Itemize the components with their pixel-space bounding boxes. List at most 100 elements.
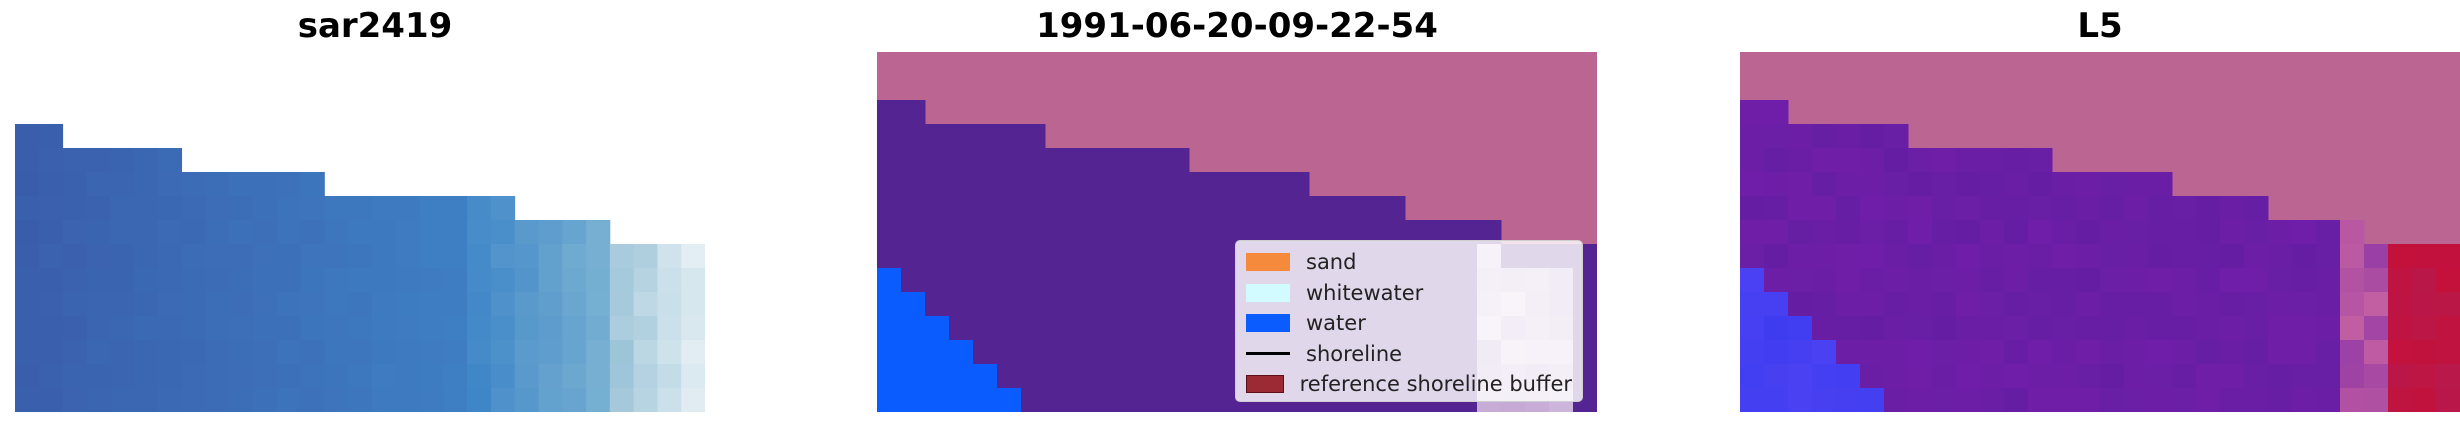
index-pixel <box>2052 244 2077 269</box>
classified-pixel <box>925 316 950 341</box>
index-pixel <box>1884 124 1909 149</box>
index-pixel <box>2004 268 2029 293</box>
rgb-pixel <box>371 196 397 221</box>
index-pixel <box>2004 364 2029 389</box>
index-pixel <box>1980 220 2005 245</box>
index-pixel <box>2124 292 2149 317</box>
rgb-pixel <box>62 364 87 389</box>
classified-pixel <box>877 220 902 245</box>
rgb-pixel <box>657 244 682 269</box>
classified-pixel <box>1021 316 1046 341</box>
classified-pixel <box>925 220 950 245</box>
rgb-pixel <box>419 316 444 341</box>
rgb-pixel <box>562 388 587 412</box>
index-pixel <box>2292 268 2317 293</box>
rgb-pixel <box>586 268 611 293</box>
rgb-pixel <box>300 172 325 197</box>
classified-pixel <box>901 100 926 125</box>
classified-pixel <box>973 292 998 317</box>
sand-swatch <box>1246 253 1290 272</box>
index-pixel <box>1860 244 1885 269</box>
index-pixel <box>1764 124 1789 149</box>
index-pixel <box>2100 340 2125 365</box>
rgb-pixel <box>395 220 420 245</box>
classified-pixel <box>1165 340 1190 365</box>
rgb-pixel <box>609 316 635 341</box>
index-pixel <box>1740 364 1765 389</box>
index-pixel <box>2076 364 2101 389</box>
classified-pixel <box>1093 148 1118 173</box>
rgb-pixel <box>681 244 705 269</box>
index-pixel <box>1908 340 1933 365</box>
index-pixel <box>1956 148 1981 173</box>
classified-pixel <box>1357 196 1382 221</box>
classified-pixel <box>949 124 974 149</box>
rgb-pixel <box>538 220 563 245</box>
index-pixel <box>2220 364 2245 389</box>
index-pixel <box>2244 244 2269 269</box>
rgb-pixel <box>443 388 468 412</box>
index-pixel <box>1908 364 1933 389</box>
rgb-pixel <box>586 316 611 341</box>
classified-pixel <box>1213 388 1238 412</box>
panel-title-rgb: sar2419 <box>297 6 453 46</box>
index-pixel <box>2196 196 2221 221</box>
index-pixel <box>2316 292 2341 317</box>
index-pixel <box>1836 388 1861 412</box>
classified-pixel <box>877 124 902 149</box>
rgb-pixel <box>681 292 705 317</box>
classified-pixel <box>1309 196 1334 221</box>
classified-pixel <box>877 292 902 317</box>
rgb-pixel <box>38 388 64 412</box>
rgb-pixel <box>490 244 516 269</box>
classified-pixel <box>1093 196 1118 221</box>
rgb-pixel <box>276 292 302 317</box>
index-pixel <box>1884 268 1909 293</box>
index-pixel <box>2316 340 2341 365</box>
classified-pixel <box>949 364 974 389</box>
rgb-pixel <box>110 292 135 317</box>
rgb-pixel <box>15 196 40 221</box>
rgb-pixel <box>609 244 635 269</box>
rgb-pixel <box>133 220 159 245</box>
index-pixel <box>2340 268 2365 293</box>
rgb-pixel <box>490 388 516 412</box>
legend-label-reference-buffer: reference shoreline buffer <box>1299 372 1572 397</box>
index-pixel <box>1836 172 1861 197</box>
rgb-pixel <box>205 268 230 293</box>
classified-pixel <box>949 244 974 269</box>
index-pixel <box>1788 268 1813 293</box>
index-pixel <box>2004 292 2029 317</box>
index-pixel <box>1788 196 1813 221</box>
index-pixel <box>1836 364 1861 389</box>
rgb-pixel <box>324 268 349 293</box>
whitewater-swatch <box>1246 283 1290 302</box>
classified-pixel <box>973 388 998 412</box>
classified-pixel <box>1045 316 1070 341</box>
index-pixel <box>1836 148 1861 173</box>
rgb-pixel <box>252 268 278 293</box>
classified-pixel <box>1165 316 1190 341</box>
index-pixel <box>1764 268 1789 293</box>
classified-pixel <box>877 172 902 197</box>
index-pixel <box>1980 244 2005 269</box>
index-pixel <box>2436 364 2460 389</box>
rgb-pixel <box>181 340 206 365</box>
rgb-pixel <box>371 364 397 389</box>
rgb-pixel <box>467 196 492 221</box>
classified-pixel <box>1189 340 1214 365</box>
classified-pixel <box>1189 268 1214 293</box>
index-pixel <box>1980 196 2005 221</box>
rgb-pixel <box>157 316 183 341</box>
rgb-pixel <box>609 364 635 389</box>
rgb-pixel <box>538 388 563 412</box>
rgb-pixel <box>181 172 206 197</box>
index-pixel <box>2148 220 2173 245</box>
rgb-pixel <box>490 196 516 221</box>
rgb-pixel <box>395 244 420 269</box>
classified-pixel <box>973 148 998 173</box>
classified-pixel <box>1237 172 1262 197</box>
classified-pixel <box>1165 172 1190 197</box>
index-pixel <box>1884 148 1909 173</box>
rgb-pixel <box>514 268 539 293</box>
